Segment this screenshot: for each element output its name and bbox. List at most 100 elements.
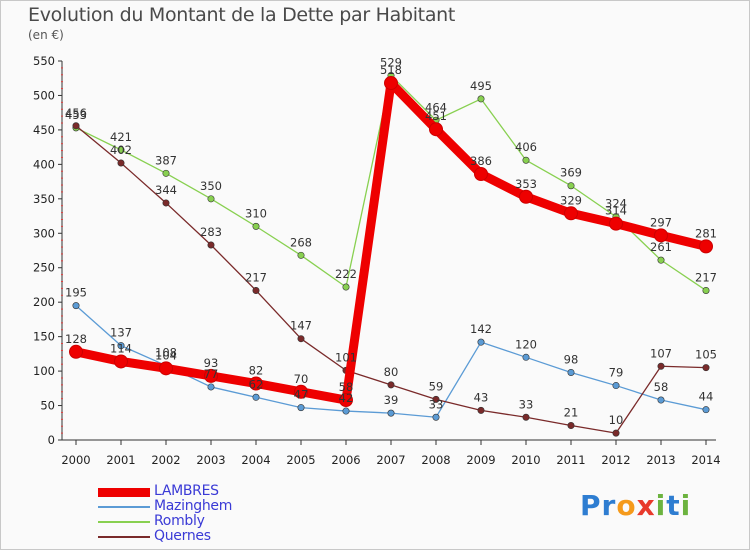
chart-title: Evolution du Montant de la Dette par Hab…: [28, 4, 456, 26]
data-point-quernes: [207, 241, 215, 249]
data-label-quernes: 33: [519, 397, 534, 411]
data-point-mazinghem: [252, 393, 260, 401]
data-point-mazinghem: [657, 396, 665, 404]
data-point-quernes: [612, 429, 620, 437]
data-label-lambres: 70: [294, 372, 309, 386]
x-tick-label: 2008: [421, 453, 450, 467]
y-minor-tick: [61, 253, 63, 255]
x-tick-label: 2003: [196, 453, 225, 467]
data-point-quernes: [72, 122, 80, 130]
x-tick-label: 2000: [61, 453, 90, 467]
x-tick-label: 2002: [151, 453, 180, 467]
y-minor-tick: [61, 356, 63, 358]
y-minor-tick: [61, 108, 63, 110]
data-label-quernes: 21: [564, 406, 579, 420]
data-point-rombly: [477, 95, 485, 103]
data-point-quernes: [252, 286, 260, 294]
data-label-lambres: 329: [560, 193, 582, 207]
data-label-quernes: 59: [429, 379, 444, 393]
data-point-lambres: [474, 167, 488, 182]
logo-letter: P: [580, 489, 602, 522]
y-minor-tick: [61, 294, 63, 296]
y-minor-tick: [61, 315, 63, 317]
data-label-lambres: 114: [110, 341, 132, 355]
data-point-quernes: [297, 335, 305, 343]
y-minor-tick: [61, 143, 63, 145]
data-label-quernes: 456: [65, 106, 87, 120]
data-point-quernes: [387, 381, 395, 389]
y-minor-tick: [61, 391, 63, 393]
logo-letter: r: [601, 489, 617, 522]
y-tick-label: 350: [33, 192, 55, 206]
y-tick-label: 0: [48, 433, 55, 447]
data-label-quernes: 10: [609, 413, 624, 427]
data-label-rombly: 406: [515, 140, 537, 154]
data-label-quernes: 402: [110, 143, 132, 157]
data-point-lambres: [564, 206, 578, 221]
data-label-lambres: 386: [470, 154, 492, 168]
data-label-lambres: 58: [339, 380, 354, 394]
data-label-mazinghem: 79: [609, 366, 624, 380]
data-label-rombly: 261: [650, 240, 672, 254]
data-label-rombly: 387: [155, 153, 177, 167]
data-label-quernes: 105: [695, 348, 717, 362]
data-label-lambres: 518: [380, 63, 402, 77]
data-point-lambres: [249, 376, 263, 391]
logo-letter: i: [680, 489, 692, 522]
x-tick-label: 2005: [286, 453, 315, 467]
data-point-lambres: [204, 368, 218, 383]
y-tick-label: 400: [33, 157, 55, 171]
x-tick-label: 2014: [691, 453, 720, 467]
data-point-quernes: [432, 395, 440, 403]
data-label-rombly: 464: [425, 100, 447, 114]
logo-letter: o: [616, 489, 637, 522]
data-label-rombly: 310: [245, 206, 267, 220]
data-label-mazinghem: 120: [515, 337, 537, 351]
data-point-lambres: [114, 354, 128, 369]
y-minor-tick: [61, 418, 63, 420]
data-label-lambres: 82: [249, 363, 264, 377]
y-minor-tick: [61, 136, 63, 138]
data-point-lambres: [429, 122, 443, 137]
y-minor-tick: [61, 322, 63, 324]
data-point-rombly: [252, 222, 260, 230]
y-minor-tick: [61, 156, 63, 158]
data-label-lambres: 104: [155, 348, 177, 362]
data-label-quernes: 147: [290, 319, 312, 333]
y-minor-tick: [61, 67, 63, 69]
y-minor-tick: [61, 329, 63, 331]
x-tick-label: 2004: [241, 453, 270, 467]
data-label-mazinghem: 77: [204, 367, 219, 381]
y-minor-tick: [61, 377, 63, 379]
data-point-rombly: [702, 286, 710, 294]
logo-letter: i: [655, 489, 667, 522]
data-label-mazinghem: 62: [249, 377, 264, 391]
proxiti-logo: Proxiti: [580, 489, 691, 522]
data-label-lambres: 353: [515, 177, 537, 191]
data-label-rombly: 495: [470, 79, 492, 93]
legend-swatch: [98, 506, 150, 508]
data-label-mazinghem: 108: [155, 346, 177, 360]
data-point-quernes: [522, 413, 530, 421]
data-label-mazinghem: 58: [654, 380, 669, 394]
data-label-quernes: 101: [335, 350, 357, 364]
data-label-mazinghem: 39: [384, 393, 399, 407]
y-minor-tick: [61, 384, 63, 386]
data-point-quernes: [702, 364, 710, 372]
data-point-mazinghem: [342, 407, 350, 415]
y-tick-label: 300: [33, 226, 55, 240]
y-minor-tick: [61, 205, 63, 207]
data-point-rombly: [207, 195, 215, 203]
y-minor-tick: [61, 218, 63, 220]
y-minor-tick: [61, 411, 63, 413]
data-point-rombly: [162, 169, 170, 177]
x-tick-label: 2011: [556, 453, 585, 467]
data-point-rombly: [522, 156, 530, 164]
chart-subtitle: (en €): [28, 28, 64, 42]
y-minor-tick: [61, 425, 63, 427]
legend-swatch: [98, 536, 150, 538]
data-label-mazinghem: 44: [699, 390, 714, 404]
y-minor-tick: [61, 274, 63, 276]
data-label-lambres: 297: [650, 215, 672, 229]
data-point-lambres: [69, 344, 83, 359]
